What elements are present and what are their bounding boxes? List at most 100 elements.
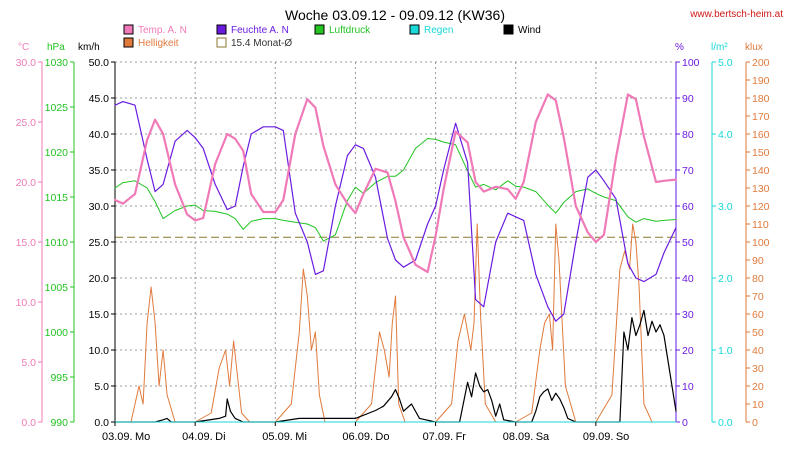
tick-label-rain: 1.0 — [718, 345, 733, 357]
tick-label-wind: 0.0 — [94, 417, 109, 429]
series-line-temp — [113, 93, 678, 274]
legend-label-rain: Regen — [424, 25, 453, 36]
tick-label-hum: 40 — [682, 273, 694, 285]
unit-label-press: hPa — [47, 42, 65, 53]
tick-label-temp: 15.0 — [16, 237, 37, 249]
tick-label-temp: 20.0 — [16, 177, 37, 189]
tick-label-press: 1000 — [45, 327, 69, 339]
tick-label-press: 1010 — [45, 237, 69, 249]
axis-unit-labels: °C hPa km/h% l/m² klux — [18, 42, 763, 53]
x-tick-weekday: Fr — [456, 431, 467, 443]
x-tick-weekday: Do — [375, 431, 389, 443]
tick-label-light: 60 — [752, 309, 764, 321]
unit-label-temp: °C — [18, 42, 29, 53]
tick-label-wind: 35.0 — [89, 165, 110, 177]
x-tick-date: 04.09. — [182, 431, 213, 443]
tick-label-hum: 10 — [682, 381, 694, 393]
tick-label-light: 90 — [752, 255, 764, 267]
tick-label-light: 170 — [752, 111, 770, 123]
x-tick-weekday: So — [616, 431, 629, 443]
chart-title: Woche 03.09.12 - 09.09.12 (KW36) — [285, 7, 505, 23]
tick-label-light: 50 — [752, 327, 764, 339]
source-label: www.bertsch-heim.at — [689, 9, 783, 20]
tick-label-press: 1030 — [45, 57, 69, 69]
tick-label-hum: 90 — [682, 93, 694, 105]
tick-label-wind: 10.0 — [89, 345, 110, 357]
tick-label-temp: 0.0 — [21, 417, 36, 429]
tick-label-light: 200 — [752, 57, 770, 69]
tick-label-light: 130 — [752, 183, 770, 195]
tick-label-light: 10 — [752, 399, 764, 411]
legend-swatch-rain — [409, 24, 420, 35]
tick-label-light: 110 — [752, 219, 769, 231]
tick-label-press: 1025 — [45, 102, 69, 114]
legend-label-avg: 15.4 Monat-Ø — [231, 38, 292, 49]
tick-label-rain: 4.0 — [718, 129, 733, 141]
tick-label-hum: 70 — [682, 165, 694, 177]
x-tick-date: 06.09. — [342, 431, 373, 443]
tick-label-press: 995 — [50, 372, 68, 384]
tick-label-hum: 100 — [682, 57, 700, 69]
tick-label-wind: 45.0 — [89, 93, 110, 105]
tick-label-press: 1005 — [45, 282, 69, 294]
tick-label-light: 70 — [752, 291, 764, 303]
tick-label-hum: 60 — [682, 201, 694, 213]
tick-label-light: 100 — [752, 237, 770, 249]
x-axis-labels: 03.09. Mo 04.09. Di 05.09. Mi 06.09. Do 07.09. Fr… — [102, 422, 629, 443]
tick-label-rain: 5.0 — [718, 57, 733, 69]
x-tick-weekday: Mo — [135, 431, 150, 443]
tick-label-press: 1020 — [45, 147, 69, 159]
series-line-hum — [114, 100, 677, 322]
x-tick-date: 05.09. — [262, 431, 293, 443]
x-tick-weekday: Sa — [536, 431, 550, 443]
tick-label-light: 80 — [752, 273, 764, 285]
tick-label-press: 1015 — [45, 192, 69, 204]
legend-swatch-wind — [503, 24, 514, 35]
legend-swatch-light — [123, 37, 134, 48]
series-line-press — [114, 138, 677, 242]
x-tick-weekday: Di — [215, 431, 225, 443]
tick-label-rain: 0.0 — [718, 417, 733, 429]
series-line-wind — [114, 309, 677, 423]
tick-label-light: 20 — [752, 381, 764, 393]
tick-label-temp: 25.0 — [16, 117, 37, 129]
unit-label-light: klux — [745, 42, 763, 53]
axes: 0.05.010.015.020.025.030.099099510001005… — [16, 57, 770, 429]
legend-swatch-press — [314, 24, 325, 35]
tick-label-hum: 0 — [682, 417, 688, 429]
tick-label-temp: 30.0 — [16, 57, 37, 69]
tick-label-light: 140 — [752, 165, 770, 177]
tick-label-wind: 50.0 — [89, 57, 110, 69]
tick-label-wind: 25.0 — [89, 237, 110, 249]
x-tick-date: 09.09. — [583, 431, 614, 443]
series-lines — [113, 93, 678, 423]
legend: Temp. A. N Feuchte A. N Luftdruck Regen Wind… — [123, 24, 541, 49]
tick-label-wind: 20.0 — [89, 273, 110, 285]
tick-label-temp: 10.0 — [16, 297, 37, 309]
legend-label-wind: Wind — [518, 25, 541, 36]
legend-swatch-avg — [216, 37, 227, 48]
x-tick-date: 03.09. — [102, 431, 133, 443]
tick-label-temp: 5.0 — [21, 357, 36, 369]
legend-label-light: Helligkeit — [138, 38, 179, 49]
tick-label-light: 0 — [752, 417, 758, 429]
tick-label-rain: 3.0 — [718, 201, 733, 213]
tick-label-light: 190 — [752, 75, 770, 87]
unit-label-rain: l/m² — [711, 42, 728, 53]
tick-label-wind: 15.0 — [89, 309, 110, 321]
tick-label-light: 30 — [752, 363, 764, 375]
legend-swatch-temp — [123, 24, 134, 35]
tick-label-hum: 30 — [682, 309, 694, 321]
x-tick-date: 08.09. — [503, 431, 534, 443]
tick-label-light: 120 — [752, 201, 770, 213]
unit-label-wind: km/h — [78, 42, 100, 53]
x-tick-date: 07.09. — [423, 431, 454, 443]
legend-label-press: Luftdruck — [329, 25, 371, 36]
tick-label-rain: 2.0 — [718, 273, 733, 285]
legend-swatch-hum — [216, 24, 227, 35]
tick-label-wind: 40.0 — [89, 129, 110, 141]
tick-label-hum: 50 — [682, 237, 694, 249]
tick-label-wind: 30.0 — [89, 201, 110, 213]
legend-label-hum: Feuchte A. N — [231, 25, 289, 36]
